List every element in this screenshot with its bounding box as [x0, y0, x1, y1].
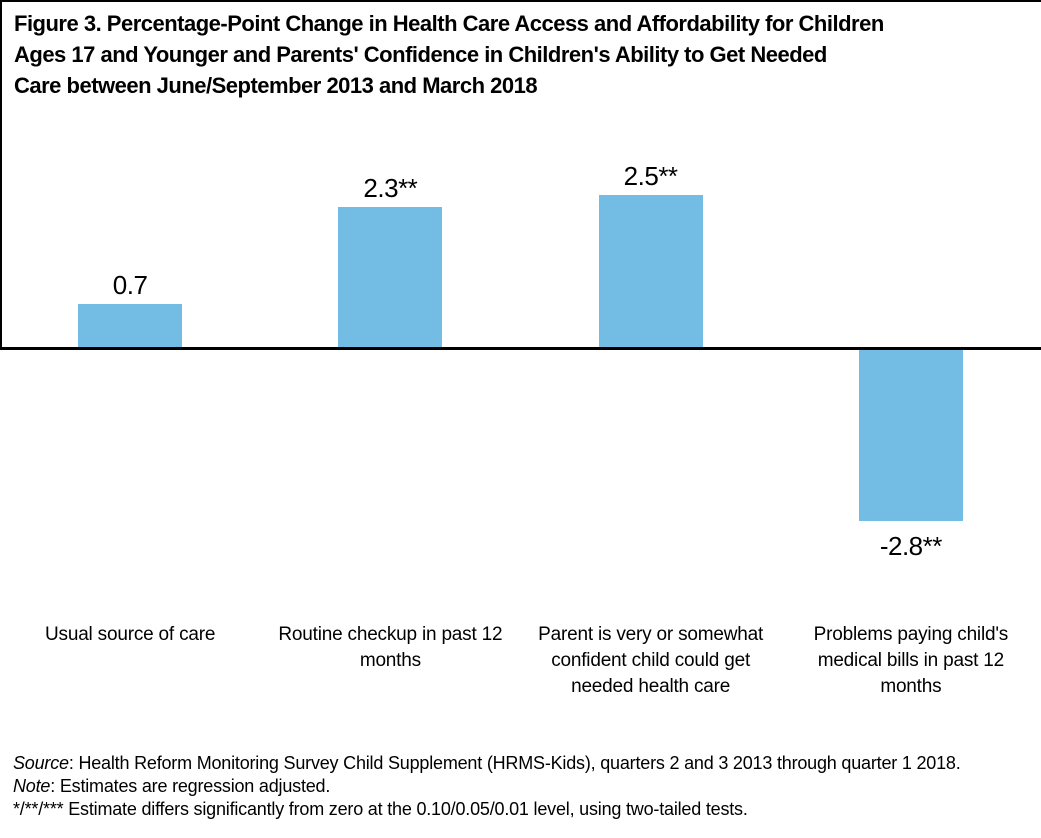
bar-parent-confident-needed-care: [598, 194, 703, 347]
significance-note: */**/*** Estimate differs significantly …: [13, 799, 748, 819]
source-label: Source: [13, 753, 69, 773]
top-border-line: [0, 0, 1041, 2]
footnotes: Source: Health Reform Monitoring Survey …: [13, 752, 961, 821]
category-label-problems-paying-medical-bills: Problems paying child's medical bills in…: [813, 624, 1009, 697]
chart-title-line-2: Ages 17 and Younger and Parents' Confide…: [14, 42, 827, 67]
category-label-usual-source-of-care: Usual source of care: [45, 624, 216, 645]
bar-problems-paying-medical-bills: [858, 350, 963, 521]
value-label-usual-source-of-care: 0.7: [112, 270, 148, 301]
source-text: : Health Reform Monitoring Survey Child …: [68, 753, 961, 773]
chart-title-line-1: Figure 3. Percentage-Point Change in Hea…: [14, 11, 884, 36]
category-label-routine-checkup-past-12-months: Routine checkup in past 12 months: [278, 624, 503, 671]
chart-title-line-3: Care between June/September 2013 and Mar…: [14, 73, 538, 98]
category-label-parent-confident-needed-care: Parent is very or somewhat confident chi…: [538, 624, 764, 697]
note-text: : Estimates are regression adjusted.: [50, 776, 331, 796]
x-axis-baseline: [0, 347, 1041, 350]
left-axis-line: [0, 0, 2, 349]
bar-usual-source-of-care: [78, 304, 183, 347]
bar-routine-checkup-past-12-months: [338, 206, 443, 347]
note-label: Note: [13, 776, 51, 796]
chart-title: Figure 3. Percentage-Point Change in Hea…: [14, 8, 884, 101]
source-note: Source: Health Reform Monitoring Survey …: [13, 752, 961, 775]
value-label-parent-confident-needed-care: 2.5**: [623, 160, 678, 191]
value-label-routine-checkup-past-12-months: 2.3**: [363, 172, 418, 203]
regression-note: Note: Estimates are regression adjusted.: [13, 775, 961, 798]
value-label-problems-paying-medical-bills: -2.8**: [879, 530, 943, 561]
